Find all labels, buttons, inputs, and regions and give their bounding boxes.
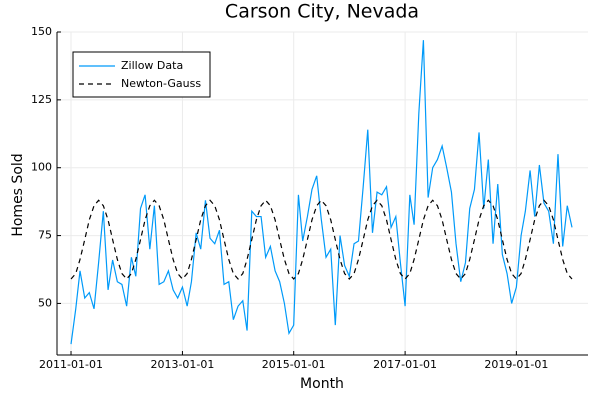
- legend-label: Newton-Gauss: [121, 77, 201, 90]
- y-tick-label: 125: [31, 93, 52, 106]
- x-tick-label: 2013-01-01: [150, 358, 214, 371]
- y-tick-label: 75: [38, 229, 52, 242]
- x-tick-label: 2019-01-01: [484, 358, 548, 371]
- series-line: [70, 40, 573, 345]
- legend-label: Zillow Data: [121, 59, 183, 72]
- legend-box: [72, 51, 211, 98]
- y-tick-label: 150: [31, 25, 52, 38]
- series-line: [70, 199, 573, 280]
- x-tick-label: 2017-01-01: [373, 358, 437, 371]
- x-axis-label: Month: [300, 376, 344, 392]
- chart-title: Carson City, Nevada: [225, 1, 419, 23]
- y-tick-label: 50: [38, 296, 52, 309]
- y-axis-label: Homes Sold: [10, 153, 26, 236]
- y-tick-label: 100: [31, 161, 52, 174]
- x-tick-label: 2011-01-01: [39, 358, 103, 371]
- x-tick-label: 2015-01-01: [262, 358, 326, 371]
